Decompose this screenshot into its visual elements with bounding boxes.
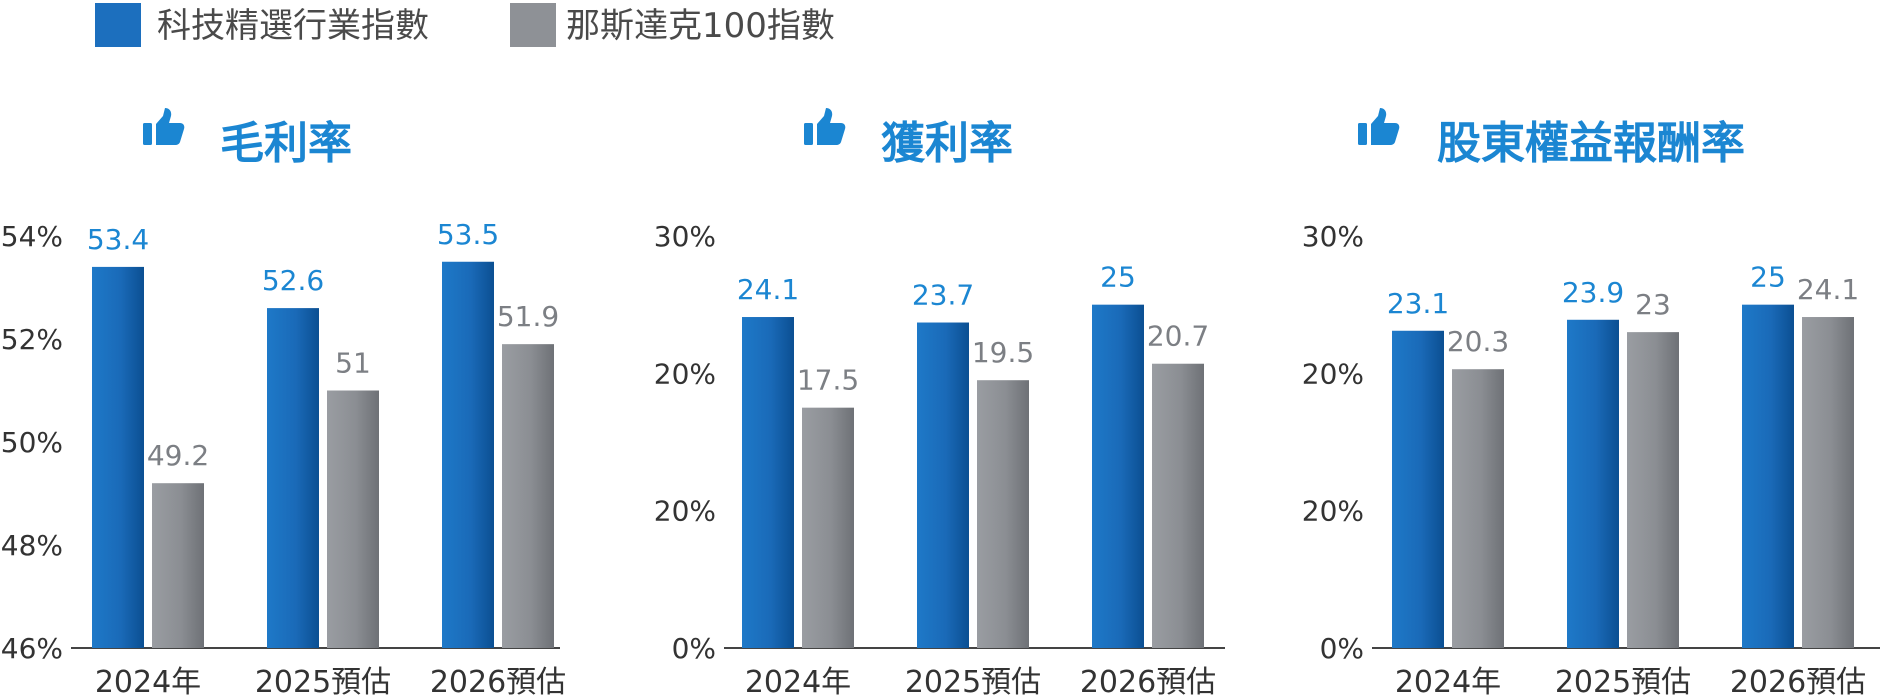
bar-sector-index xyxy=(267,308,319,648)
data-label: 23.7 xyxy=(912,279,974,312)
y-tick-label: 54% xyxy=(1,220,63,253)
bar-sector-index xyxy=(1742,304,1794,648)
bar-nasdaq-100 xyxy=(1802,317,1854,648)
data-label: 19.5 xyxy=(972,336,1034,369)
bar-sector-index xyxy=(1392,330,1444,648)
thumbs-up-icon xyxy=(804,108,846,145)
bar-sector-index xyxy=(742,317,794,648)
legend-swatch xyxy=(510,3,556,47)
x-tick-label: 2026預估 xyxy=(1080,665,1216,696)
data-label: 25 xyxy=(1750,261,1786,294)
x-tick-label: 2026預估 xyxy=(1730,665,1866,696)
chart-panel: 獲利率 30% 20% 20% 0% 24.1 17.5 2024年 23.7 19.5 2025預… xyxy=(654,108,1225,696)
data-label: 23 xyxy=(1635,288,1671,321)
legend-label: 那斯達克100指數 xyxy=(566,6,835,46)
y-tick-label: 30% xyxy=(654,220,716,253)
bar-nasdaq-100 xyxy=(802,407,854,648)
data-label: 53.4 xyxy=(87,223,149,256)
x-tick-label: 2024年 xyxy=(95,665,201,696)
bar-sector-index xyxy=(917,322,969,648)
thumbs-up-icon xyxy=(143,108,185,145)
data-label: 24.1 xyxy=(1797,273,1859,306)
chart-title: 獲利率 xyxy=(881,118,1013,169)
x-tick-label: 2024年 xyxy=(745,665,851,696)
legend-label: 科技精選行業指數 xyxy=(157,6,429,46)
data-label: 51.9 xyxy=(497,300,559,333)
data-label: 17.5 xyxy=(797,364,859,397)
bar-nasdaq-100 xyxy=(327,390,379,648)
y-tick-label: 30% xyxy=(1302,220,1364,253)
chart-panel: 股東權益報酬率 30% 20% 20% 0% 23.1 20.3 2024年 23.9 23 202… xyxy=(1302,108,1880,696)
y-tick-label: 46% xyxy=(1,632,63,665)
chart-title: 股東權益報酬率 xyxy=(1437,118,1745,169)
chart-panel: 毛利率 54% 52% 50% 48% 46% 53.4 49.2 2024年 52.6 51 202… xyxy=(1,108,566,696)
y-tick-label: 52% xyxy=(1,323,63,356)
legend: 科技精選行業指數 那斯達克100指數 xyxy=(95,3,835,47)
legend-item: 那斯達克100指數 xyxy=(510,3,835,47)
y-tick-label: 0% xyxy=(1320,632,1364,665)
bar-nasdaq-100 xyxy=(152,483,204,648)
data-label: 24.1 xyxy=(737,273,799,306)
bar-sector-index xyxy=(92,266,144,648)
thumbs-up-icon xyxy=(1358,108,1400,145)
x-tick-label: 2025預估 xyxy=(255,665,391,696)
bar-sector-index xyxy=(442,261,494,648)
y-tick-label: 0% xyxy=(672,632,716,665)
bar-sector-index xyxy=(1567,319,1619,648)
legend-item: 科技精選行業指數 xyxy=(95,3,429,47)
y-tick-label: 20% xyxy=(1302,495,1364,528)
y-tick-label: 20% xyxy=(1302,357,1364,390)
thumbs-up-shape xyxy=(804,108,846,145)
y-tick-label: 20% xyxy=(654,495,716,528)
data-label: 23.9 xyxy=(1562,276,1624,309)
thumbs-up-shape xyxy=(143,108,185,145)
bar-nasdaq-100 xyxy=(502,344,554,648)
x-tick-label: 2024年 xyxy=(1395,665,1501,696)
x-tick-label: 2025預估 xyxy=(905,665,1041,696)
data-label: 51 xyxy=(335,347,371,380)
legend-swatch xyxy=(95,3,141,47)
bar-nasdaq-100 xyxy=(1627,332,1679,648)
x-tick-label: 2025預估 xyxy=(1555,665,1691,696)
chart-title: 毛利率 xyxy=(220,118,352,169)
data-label: 49.2 xyxy=(147,439,209,472)
data-label: 23.1 xyxy=(1387,287,1449,320)
data-label: 53.5 xyxy=(437,218,499,251)
bar-sector-index xyxy=(1092,304,1144,648)
y-tick-label: 50% xyxy=(1,426,63,459)
x-tick-label: 2026預估 xyxy=(430,665,566,696)
y-tick-label: 20% xyxy=(654,357,716,390)
data-label: 20.3 xyxy=(1447,325,1509,358)
bar-nasdaq-100 xyxy=(1152,363,1204,648)
thumbs-up-shape xyxy=(1358,108,1400,145)
bar-nasdaq-100 xyxy=(1452,369,1504,648)
data-label: 20.7 xyxy=(1147,320,1209,353)
data-label: 52.6 xyxy=(262,264,324,297)
data-label: 25 xyxy=(1100,261,1136,294)
y-tick-label: 48% xyxy=(1,529,63,562)
bar-nasdaq-100 xyxy=(977,380,1029,648)
